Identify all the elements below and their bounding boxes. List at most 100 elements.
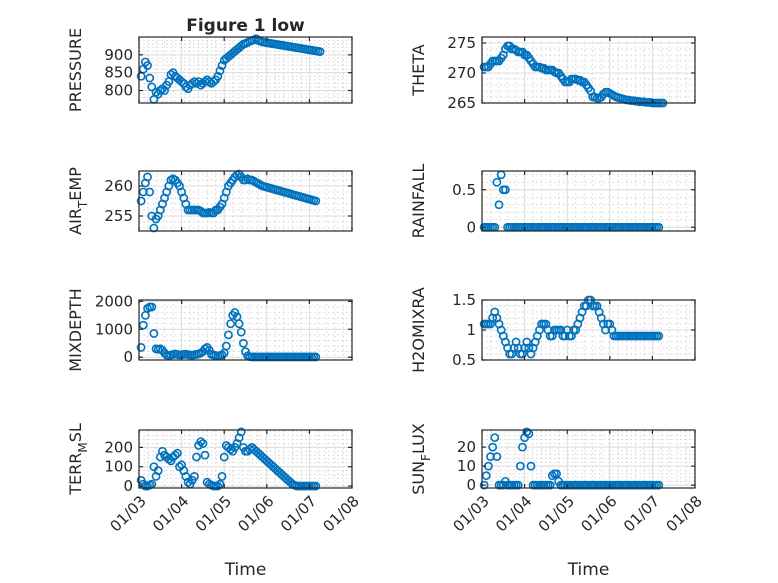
y-tick-label: 800	[104, 82, 133, 100]
data-point	[145, 187, 155, 197]
data-point	[200, 450, 210, 460]
data-point	[149, 329, 159, 338]
data-point	[196, 437, 206, 446]
data-series	[136, 34, 325, 104]
data-point	[217, 471, 227, 481]
axes-box	[138, 36, 353, 104]
data-point	[479, 480, 489, 490]
y-tick-label: 270	[447, 64, 476, 82]
data-point	[515, 461, 525, 471]
data-point	[151, 87, 161, 97]
data-point	[486, 452, 495, 462]
data-point	[654, 480, 664, 490]
data-point	[311, 481, 321, 491]
data-point	[552, 469, 561, 479]
data-point	[136, 343, 146, 352]
subplot-2: 265 270 275 THETA	[409, 34, 696, 112]
plot-area	[482, 171, 695, 231]
data-point	[138, 320, 148, 330]
data-point	[236, 427, 246, 437]
data-point	[494, 200, 504, 210]
data-point	[311, 196, 321, 206]
data-point	[236, 327, 246, 337]
data-point	[189, 471, 199, 481]
y-axis-label: SUNFLUX	[409, 423, 433, 495]
data-point	[192, 452, 201, 462]
y-tick-label: 2000	[95, 292, 133, 310]
x-tick-label: 01/06	[577, 492, 620, 535]
data-point	[147, 82, 157, 92]
data-point	[217, 61, 227, 70]
data-series	[136, 169, 321, 233]
data-point	[213, 71, 223, 81]
data-point	[654, 331, 664, 341]
y-tick-label: 900	[104, 46, 133, 64]
x-tick-label: 01/04	[492, 492, 535, 535]
data-point	[213, 481, 223, 491]
data-point	[147, 302, 157, 312]
y-tick-label: 850	[104, 64, 133, 82]
x-tick-label: 01/06	[234, 492, 277, 535]
data-point	[166, 70, 176, 79]
y-tick-label: 20	[457, 438, 476, 456]
axes-box	[138, 429, 353, 489]
data-point	[226, 319, 235, 329]
data-point	[145, 73, 155, 83]
x-tick-label: 01/03	[450, 492, 493, 535]
y-tick-label: 275	[447, 34, 476, 52]
data-point	[221, 341, 231, 351]
plot-area	[482, 430, 695, 488]
x-axis-label-left: Time	[224, 560, 267, 580]
y-axis-label: MIXDEPTH	[66, 288, 85, 371]
y-axis-label: THETA	[409, 44, 428, 96]
y-tick-label: 1.5	[452, 291, 476, 309]
data-point	[215, 66, 225, 76]
data-point	[490, 433, 500, 443]
y-tick-label: 255	[104, 207, 133, 225]
y-axis-label: RAINFALL	[409, 164, 428, 239]
x-axis-label-right: Time	[567, 560, 610, 580]
y-tick-label: 1000	[95, 320, 133, 338]
y-tick-label: 100	[104, 458, 133, 476]
data-point	[241, 347, 250, 357]
y-tick-label: 1	[466, 321, 476, 339]
data-point	[236, 41, 246, 51]
x-tick-label: 01/07	[277, 492, 320, 535]
y-tick-label: 0.5	[452, 351, 476, 369]
data-point	[238, 338, 248, 348]
y-tick-label: 0	[466, 218, 476, 236]
subplot-6: 0.5 1 1.5 H2OMIXRA	[409, 287, 696, 373]
data-point	[138, 187, 148, 197]
data-point	[526, 461, 536, 471]
data-point	[209, 77, 218, 86]
x-tick-label: 01/05	[192, 492, 235, 535]
data-point	[224, 330, 233, 340]
y-tick-label: 260	[104, 177, 133, 195]
x-tick-label: 01/05	[535, 492, 578, 535]
data-point	[181, 82, 191, 92]
y-tick-label: 0	[123, 477, 133, 495]
axes-box	[481, 429, 696, 489]
data-point	[481, 471, 491, 481]
data-point	[183, 477, 193, 487]
data-point	[501, 185, 510, 195]
data-point	[219, 452, 229, 462]
y-axis-label: H2OMIXRA	[409, 287, 428, 373]
data-point	[315, 47, 325, 57]
data-point	[155, 86, 165, 95]
data-point	[522, 427, 532, 437]
x-tick-label: 01/04	[149, 492, 192, 535]
data-point	[189, 77, 199, 86]
data-point	[143, 61, 152, 70]
axes-box	[481, 36, 696, 104]
subplot-5: 0 1000 2000 MIXDEPTH	[66, 288, 353, 372]
data-point	[545, 480, 555, 490]
y-axis-label: PRESSURE	[66, 28, 85, 112]
data-series	[479, 427, 664, 490]
data-point	[143, 172, 152, 182]
x-tick-label: 01/08	[663, 492, 706, 535]
